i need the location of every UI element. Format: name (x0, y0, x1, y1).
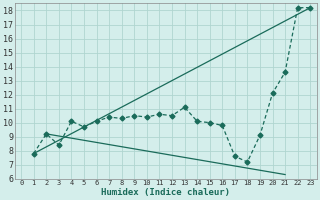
X-axis label: Humidex (Indice chaleur): Humidex (Indice chaleur) (101, 188, 230, 197)
